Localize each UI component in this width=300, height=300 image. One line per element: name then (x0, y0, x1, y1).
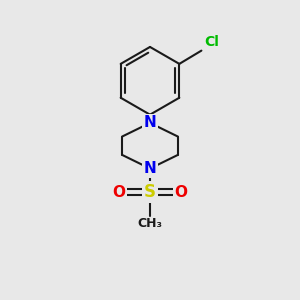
Text: O: O (174, 184, 188, 200)
Text: Cl: Cl (204, 35, 219, 49)
Text: O: O (112, 184, 126, 200)
Text: CH₃: CH₃ (137, 217, 163, 230)
Text: N: N (144, 161, 156, 176)
Text: S: S (144, 183, 156, 201)
Text: N: N (144, 116, 156, 130)
